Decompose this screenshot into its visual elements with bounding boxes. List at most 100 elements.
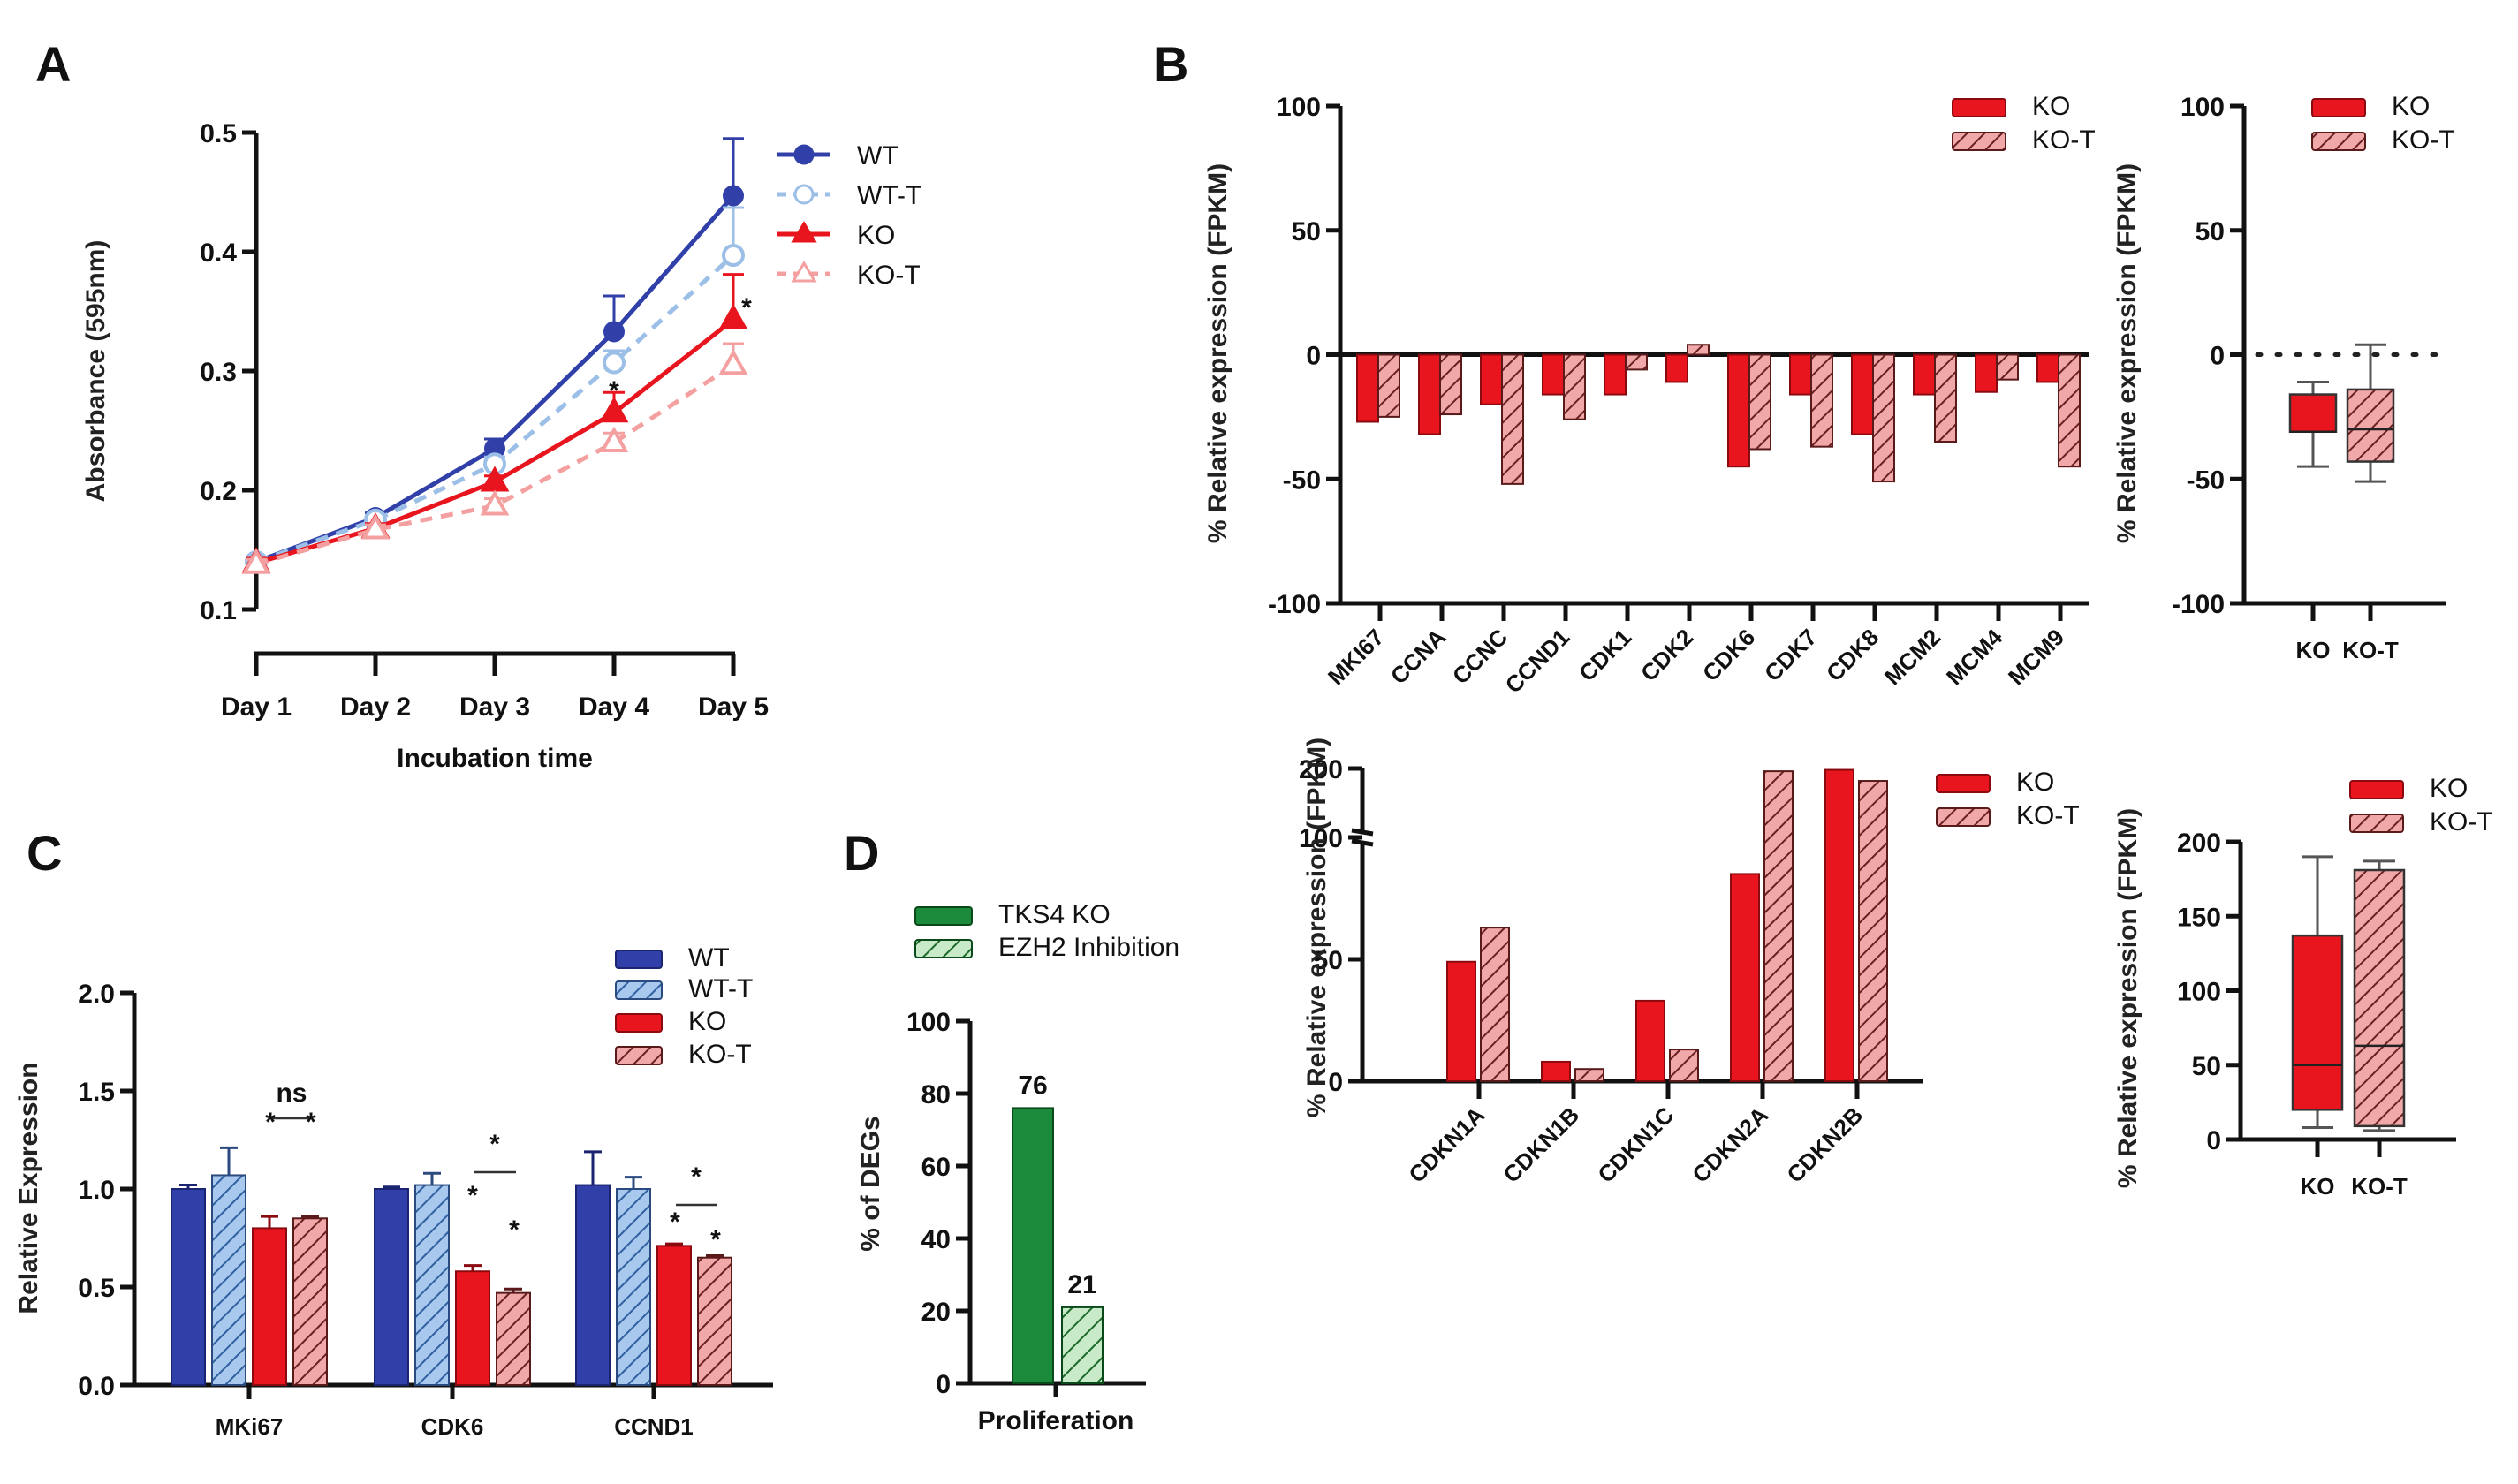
legend-label: KO-T [688,1040,752,1069]
legend-marker [793,144,815,165]
series-line-wt-t [255,254,735,564]
y-tick-label: 0.0 [78,1372,115,1401]
x-tick-label: CDKN1B [1498,1102,1584,1188]
bar-ko-t [1377,353,1400,418]
significance-label: * [670,1208,680,1237]
bar-ko [1356,353,1379,423]
x-tick-label: KO [2296,637,2331,663]
y-tick-label: 80 [921,1080,951,1109]
y-tick-label: 200 [2177,829,2221,858]
x-tick-label: CDK7 [1759,624,1822,686]
x-tick-label: CCND1 [614,1413,694,1440]
y-tick-label: 50 [1292,217,1321,246]
bar-ko-t [1858,780,1888,1082]
y-tick-label: 60 [921,1153,951,1182]
y-axis-label: % Relative expression (FPKM) [2112,163,2142,543]
chart-b-cdkn-box: 200 150 100 50 0 % Relative expression (FPKM)… [2113,774,2493,1200]
x-tick-label: CCNA [1385,624,1451,689]
data-point-ko-t [599,426,629,452]
x-tick-label: CDK6 [421,1413,484,1440]
bar-ko-t [1687,344,1710,356]
bar-wt-t [211,1174,246,1386]
legend-swatch [2311,132,2366,151]
legend-swatch [2349,814,2404,833]
bar-ko [1730,873,1760,1083]
data-point-ko-t [241,548,271,574]
y-tick-label: 1.5 [78,1078,115,1107]
significance-label: * [265,1108,276,1137]
y-tick-label: 200 [1299,755,1343,784]
panel-label-c: C [27,825,62,881]
data-point-ko [718,303,748,329]
x-tick-label: Proliferation [978,1406,1134,1435]
significance-star: * [741,293,752,322]
legend-swatch [615,1046,663,1065]
y-tick-label: -50 [2187,466,2225,495]
chart-a-growth-curve: 0.1 0.2 0.3 0.4 0.5 Absorbance (595nm) Day 1 Da… [81,119,921,773]
bar-ko-t [1574,1068,1604,1082]
legend-swatch [914,906,973,926]
y-tick-label: 100 [906,1008,951,1037]
bar-ko [1541,1060,1571,1083]
legend-marker [793,184,815,205]
legend-label: KO [2032,92,2070,121]
x-tick-label: Day 4 [579,693,649,722]
data-point-ko-t [718,349,748,375]
bar-ko-t [1748,353,1771,450]
bar-ko-t [1625,353,1648,371]
significance-label: * [306,1108,316,1137]
legend-label: KO-T [2392,125,2455,155]
legend-marker [791,221,817,243]
significance-label: * [710,1225,721,1254]
x-tick-label: CDK8 [1821,624,1884,686]
chart-b-cell-cycle-bars: 100 50 0 -50 -100 % Relative expression (FPKM… [1203,92,2096,699]
y-tick-label: 0 [1328,1068,1343,1097]
y-tick-label: 100 [2180,93,2225,122]
bar-ko [1824,768,1854,1082]
y-tick-label: 0.2 [200,477,237,506]
bar-ko-t [1563,353,1586,420]
y-axis-label: % Relative expression (FPKM) [1302,738,1331,1117]
legend-label: KO-T [2016,801,2080,830]
legend-swatch [1936,774,1991,793]
x-tick-label: KO-T [2342,637,2399,663]
x-tick-label: MCM4 [1941,624,2008,691]
legend-label: KO-T [857,261,921,290]
bar-ko [1542,353,1565,396]
chart-d-degs-bars: 100 80 60 40 20 0 % of DEGs Proliferation 76 21 TK… [856,900,1179,1435]
bar-wt [374,1188,409,1386]
bar-ko-t [1669,1049,1699,1082]
y-axis-label: % Relative expression (FPKM) [1203,163,1232,543]
legend-swatch [1936,807,1991,827]
legend-label: TKS4 KO [998,900,1111,929]
bar-ko-t [1439,353,1462,416]
x-tick-label: MKI67 [1323,624,1389,690]
bar-ko [455,1270,490,1386]
y-tick-label: 0 [2206,1126,2221,1155]
series-line-ko-t [255,363,735,567]
bar-ezh2-inhibition [1061,1306,1104,1385]
x-tick-label: CDKN1C [1592,1102,1679,1188]
y-axis-label: Absorbance (595nm) [81,240,110,503]
bar-ko [1418,353,1441,435]
y-tick-label: 50 [2196,217,2225,246]
significance-star: * [609,376,619,405]
bar-ko [252,1227,287,1387]
chart-b-cdkn-bars: 200 100 50 0% Relative expression (FPKM) CDK… [1299,738,2080,1188]
data-point-wt [723,185,744,207]
bar-tks4-ko [1012,1107,1054,1385]
bar-ko [1604,353,1627,396]
bar-ko-t [496,1291,531,1387]
data-point-ko-t [480,489,510,516]
box-ko-t [2353,868,2406,1128]
y-tick-label: 100 [1277,93,1321,122]
bar-ko-t [1763,770,1794,1082]
y-tick-label: 150 [2177,903,2221,932]
legend-label: KO-T [2430,807,2493,837]
legend-label: KO [857,221,895,250]
legend-label: KO [2430,774,2468,803]
x-tick-label: CDKN2B [1781,1102,1868,1188]
bar-ko-t [292,1217,328,1387]
significance-label: * [489,1130,500,1159]
